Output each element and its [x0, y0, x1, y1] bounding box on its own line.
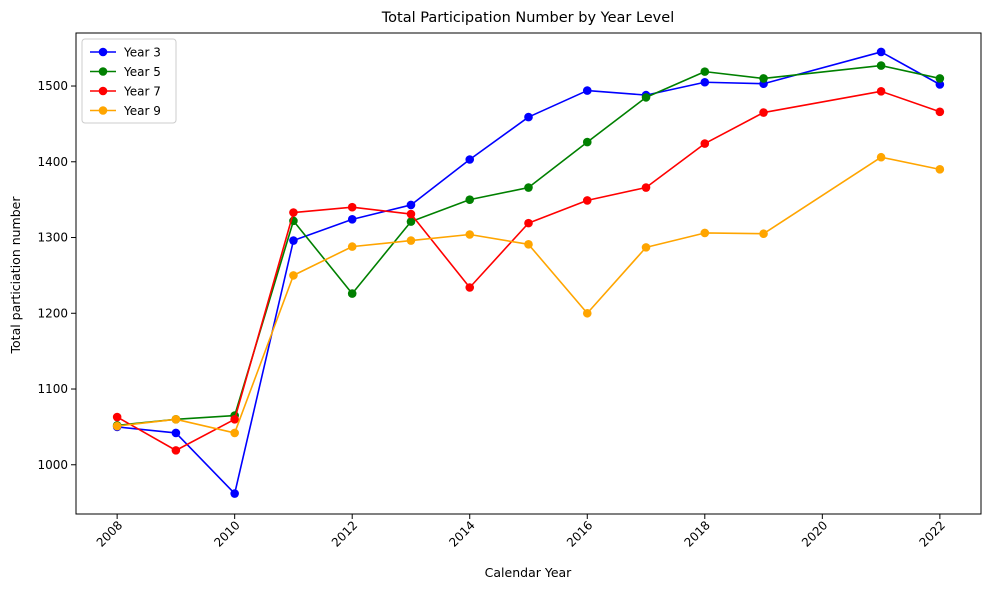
chart-title: Total Participation Number by Year Level [381, 10, 674, 26]
data-point [700, 67, 710, 76]
x-tick-label: 2010 [211, 518, 242, 549]
x-axis: 2008 2010 2012 2014 2016 2018 2020 2022 [94, 514, 948, 550]
legend-label: Year 9 [123, 104, 161, 118]
data-point [759, 229, 768, 239]
data-point [112, 421, 122, 431]
data-point [582, 196, 592, 205]
legend-box [81, 38, 177, 124]
y-tick-label: 1300 [37, 231, 68, 245]
data-point [171, 428, 181, 438]
data-point [759, 74, 768, 83]
legend-marker [98, 86, 108, 96]
legend-marker [98, 67, 108, 76]
legend-item: Year 3 [90, 46, 161, 60]
data-point [289, 271, 298, 280]
data-point [641, 243, 651, 252]
legend-marker [98, 106, 108, 115]
data-point [289, 208, 298, 217]
legend-item: Year 5 [90, 65, 161, 79]
y-tick-label: 1200 [37, 306, 68, 320]
data-point [935, 107, 945, 117]
x-tick-label: 2020 [799, 518, 830, 549]
data-point [406, 217, 416, 226]
data-point [406, 236, 416, 245]
data-point [406, 209, 416, 219]
series-year-9 [112, 152, 945, 438]
y-axis-label: Total particiation number [8, 196, 23, 355]
data-point [700, 228, 710, 238]
data-point [230, 428, 239, 438]
data-point [347, 242, 357, 251]
data-point [289, 236, 298, 245]
legend-label: Year 7 [123, 85, 161, 99]
legend-label: Year 5 [123, 65, 161, 79]
data-point [347, 289, 357, 298]
legend: Year 3 Year 5 Year 7 Year 9 [81, 38, 177, 124]
x-axis-label: Calendar Year [485, 565, 573, 580]
data-point [641, 93, 651, 102]
series-line [117, 156, 941, 434]
x-tick-label: 2008 [94, 518, 125, 549]
data-point [524, 183, 533, 192]
legend-item: Year 9 [90, 104, 161, 118]
data-point [524, 240, 533, 249]
data-point [465, 195, 475, 204]
plot-frame [75, 32, 982, 515]
data-point [876, 61, 886, 70]
data-point [935, 74, 945, 83]
series-line [117, 51, 941, 495]
x-tick-label: 2022 [917, 518, 948, 549]
data-point [347, 215, 357, 224]
data-point [171, 446, 181, 455]
data-point [524, 112, 533, 122]
data-point [759, 108, 768, 117]
y-axis: 1000 1100 1200 1300 1400 1500 [37, 79, 76, 472]
data-point [582, 86, 592, 95]
y-tick-label: 1000 [37, 458, 68, 472]
x-tick-label: 2014 [446, 518, 477, 549]
legend-item: Year 7 [90, 85, 161, 99]
data-point [465, 283, 475, 292]
y-tick-label: 1400 [37, 155, 68, 169]
data-point [700, 139, 710, 148]
data-point [347, 202, 357, 212]
data-point [876, 47, 886, 57]
data-point [112, 412, 122, 422]
data-point [876, 152, 886, 162]
data-point [465, 230, 475, 239]
data-point [406, 200, 416, 210]
data-point [230, 415, 239, 424]
x-tick-label: 2012 [329, 518, 360, 549]
series-year-7 [112, 87, 945, 455]
data-point [935, 80, 945, 89]
data-point [524, 218, 533, 228]
plot-area: 2008 2010 2012 2014 2016 2018 2020 2022 1000 1100… [37, 32, 982, 550]
series-line [116, 90, 941, 452]
data-point [230, 489, 239, 498]
x-tick-label: 2016 [564, 518, 595, 549]
data-point [465, 155, 475, 164]
data-point [171, 415, 181, 424]
y-tick-label: 1500 [37, 79, 68, 93]
data-point [582, 308, 592, 318]
data-point [582, 137, 592, 147]
data-point [700, 77, 710, 87]
legend-label: Year 3 [123, 46, 161, 60]
series-year-3 [112, 47, 945, 498]
data-point [641, 183, 651, 192]
data-point [935, 165, 945, 174]
y-tick-label: 1100 [37, 382, 68, 396]
legend-marker [98, 47, 108, 57]
data-point [876, 87, 886, 96]
x-tick-label: 2018 [681, 518, 712, 549]
